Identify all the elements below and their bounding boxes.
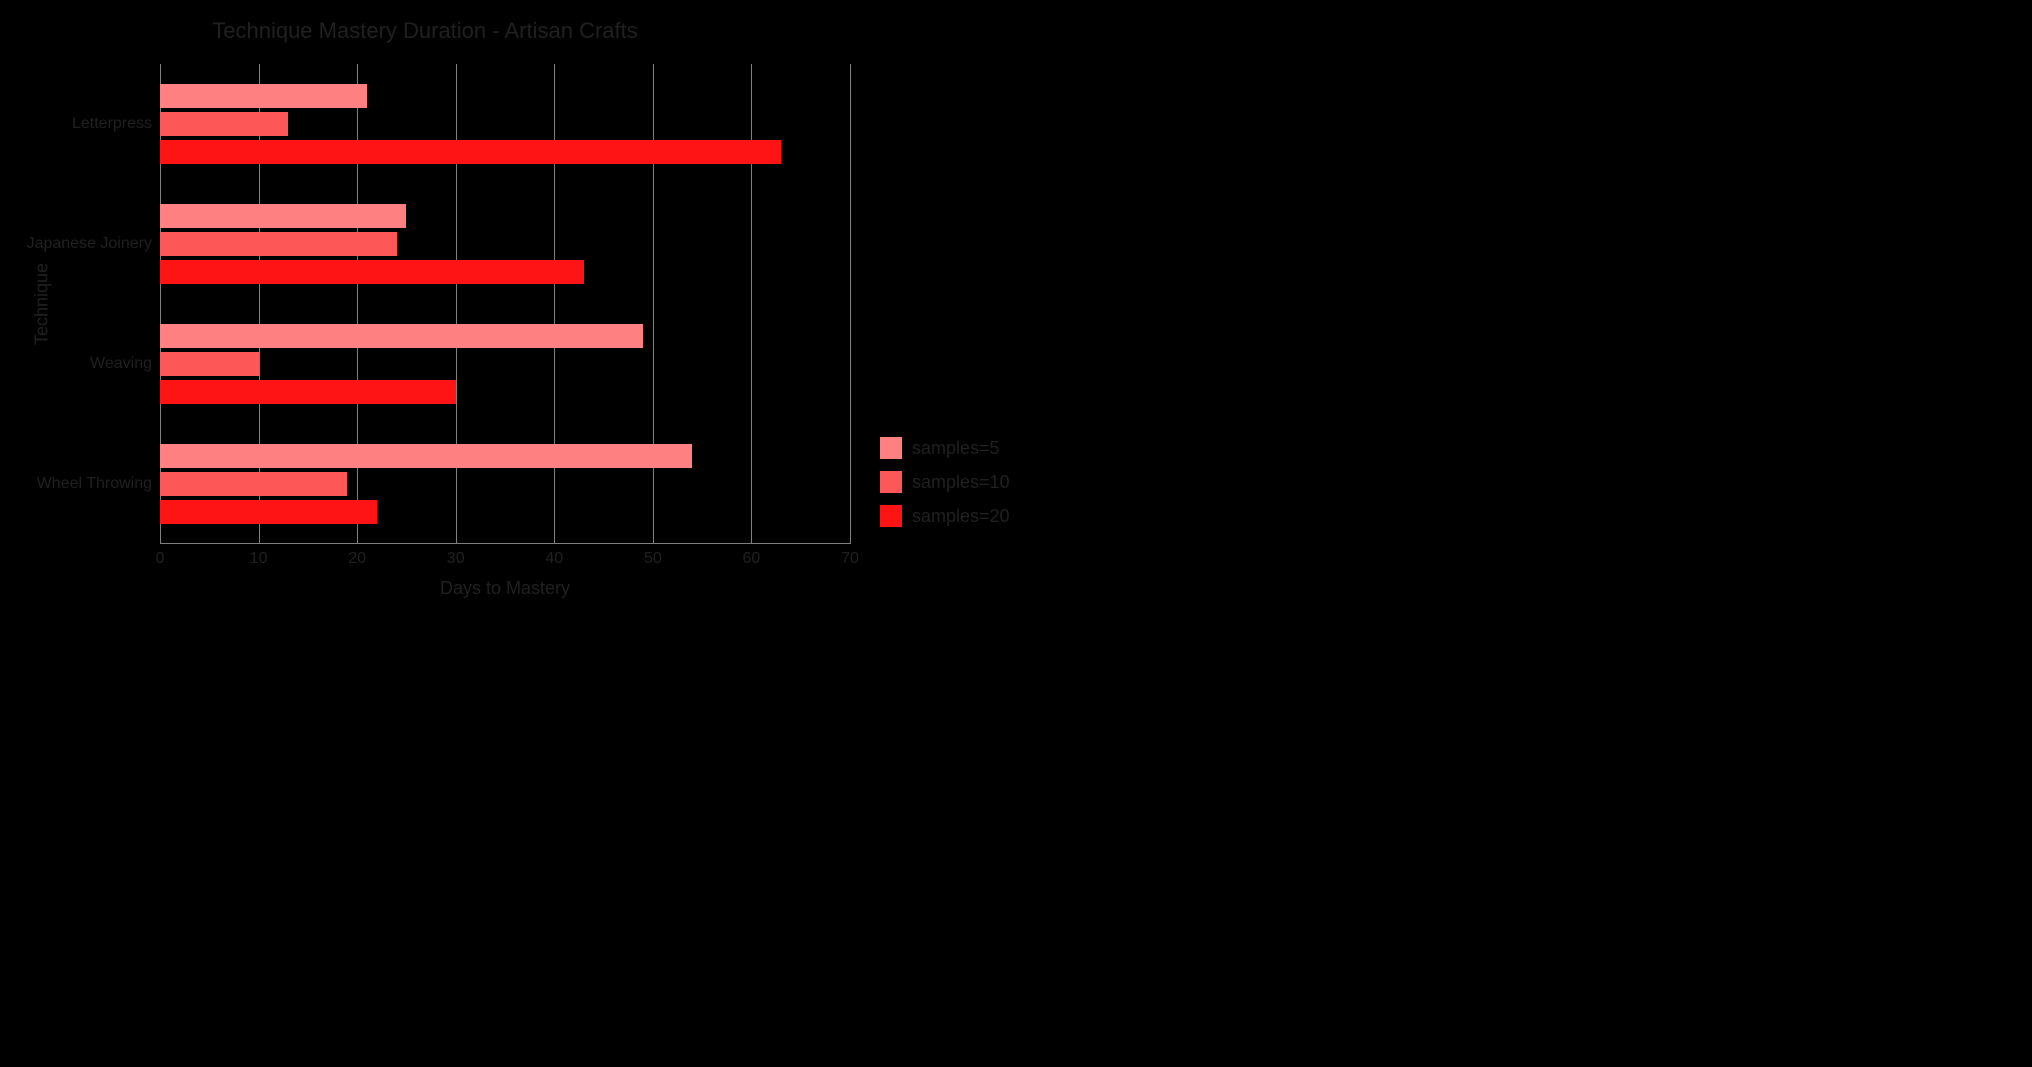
bar <box>160 352 259 376</box>
gridline <box>653 64 654 544</box>
legend-item: samples=10 <box>880 471 1010 493</box>
y-axis-label: Technique <box>32 263 53 345</box>
gridline <box>850 64 851 544</box>
x-tick-label: 20 <box>348 550 366 568</box>
bar <box>160 444 692 468</box>
chart-title: Technique Mastery Duration - Artisan Cra… <box>0 18 850 44</box>
gridline <box>554 64 555 544</box>
gridline <box>456 64 457 544</box>
y-tick-label: Wheel Throwing <box>37 475 152 493</box>
x-tick-label: 10 <box>250 550 268 568</box>
chart-viewport: Technique Mastery Duration - Artisan Cra… <box>0 0 1524 800</box>
legend-swatch <box>880 471 902 493</box>
y-tick-label: Japanese Joinery <box>27 235 152 253</box>
x-axis-line <box>160 543 850 544</box>
x-tick-label: 50 <box>644 550 662 568</box>
bar <box>160 232 397 256</box>
bar <box>160 112 288 136</box>
bar <box>160 500 377 524</box>
legend-label: samples=10 <box>912 472 1010 493</box>
plot-area: 010203040506070Days to MasteryTechniqueW… <box>160 64 850 544</box>
gridline <box>751 64 752 544</box>
gridline <box>357 64 358 544</box>
bar <box>160 324 643 348</box>
bar <box>160 204 406 228</box>
bar <box>160 260 584 284</box>
legend-swatch <box>880 505 902 527</box>
bar <box>160 84 367 108</box>
y-tick-label: Letterpress <box>72 115 152 133</box>
legend-item: samples=20 <box>880 505 1010 527</box>
x-tick-label: 30 <box>447 550 465 568</box>
x-tick-label: 40 <box>545 550 563 568</box>
legend-label: samples=5 <box>912 438 1000 459</box>
x-axis-label: Days to Mastery <box>160 578 850 599</box>
legend-item: samples=5 <box>880 437 1010 459</box>
bar <box>160 380 456 404</box>
x-tick-label: 60 <box>743 550 761 568</box>
legend-label: samples=20 <box>912 506 1010 527</box>
bar <box>160 140 781 164</box>
x-tick-label: 70 <box>841 550 859 568</box>
legend-swatch <box>880 437 902 459</box>
x-tick-label: 0 <box>156 550 165 568</box>
y-tick-label: Weaving <box>90 355 152 373</box>
bar <box>160 472 347 496</box>
legend: samples=5 samples=10 samples=20 <box>880 425 1010 539</box>
